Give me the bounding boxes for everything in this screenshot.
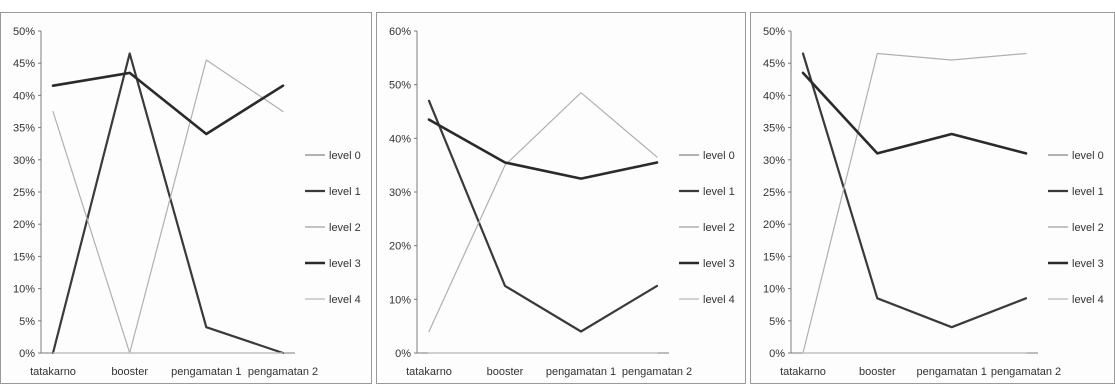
x-category-label: tatakarno: [780, 366, 826, 378]
legend-label: level 4: [329, 294, 361, 306]
y-tick-label: 15%: [13, 251, 35, 263]
series-line-level-3: [427, 118, 659, 180]
x-category-label: tatakarno: [30, 366, 76, 378]
legend-label: level 3: [1072, 258, 1104, 270]
series-line-level-1: [51, 52, 285, 355]
legend-label: level 0: [329, 150, 361, 162]
y-tick-label: 50%: [763, 26, 785, 38]
x-category-label: booster: [859, 366, 896, 378]
line-chart-3: 0% 5% 10% 15% 20% 25% 30% 35% 40% 45% 50% tatakarno…: [763, 26, 1104, 378]
chart-panel-3: 0% 5% 10% 15% 20% 25% 30% 35% 40% 45% 50% tatakarno…: [750, 12, 1115, 384]
legend-label: level 0: [1072, 150, 1104, 162]
series-line-level-3: [801, 71, 1028, 155]
series-line-level-2: [428, 92, 658, 333]
legend-label: level 1: [1072, 186, 1104, 198]
x-category-label: tatakarno: [406, 366, 452, 378]
y-tick-label: 45%: [13, 58, 35, 70]
y-tick-label: 10%: [13, 284, 35, 296]
legend-label: level 4: [703, 294, 735, 306]
y-tick-label: 35%: [763, 123, 785, 135]
y-tick-label: 0%: [19, 348, 35, 360]
y-tick-label: 20%: [763, 219, 785, 231]
x-category-label: pengamatan 2: [248, 366, 318, 378]
y-tick-label: 50%: [13, 26, 35, 38]
chart-panel-2: 0% 10% 20% 30% 40% 50% 60% tatakarno booster peng…: [376, 12, 746, 384]
y-tick-label: 15%: [763, 251, 785, 263]
line-chart-1: 0% 5% 10% 15% 20% 25% 30% 35% 40% 45% 50% tatakarno…: [13, 26, 361, 378]
legend-label: level 2: [1072, 222, 1104, 234]
series-line-level-2: [52, 59, 284, 354]
y-tick-label: 45%: [763, 58, 785, 70]
legend-label: level 4: [1072, 294, 1104, 306]
legend-label: level 3: [329, 258, 361, 270]
y-tick-label: 60%: [389, 26, 411, 38]
y-tick-label: 40%: [13, 90, 35, 102]
legend-label: level 2: [703, 222, 735, 234]
y-tick-label: 30%: [763, 155, 785, 167]
y-tick-label: 10%: [389, 294, 411, 306]
y-tick-label: 30%: [389, 187, 411, 199]
legend-label: level 1: [329, 186, 361, 198]
y-tick-label: 20%: [389, 241, 411, 253]
y-tick-label: 20%: [13, 219, 35, 231]
legend-label: level 2: [329, 222, 361, 234]
x-category-label: booster: [111, 366, 148, 378]
y-tick-label: 50%: [389, 80, 411, 92]
y-tick-label: 0%: [395, 348, 411, 360]
y-tick-label: 5%: [19, 316, 35, 328]
legend-label: level 0: [703, 150, 735, 162]
series-line-level-1: [801, 52, 1028, 329]
y-tick-label: 0%: [769, 348, 785, 360]
y-tick-label: 40%: [763, 90, 785, 102]
y-tick-label: 25%: [13, 187, 35, 199]
x-category-label: pengamatan 1: [171, 366, 241, 378]
y-tick-label: 10%: [763, 284, 785, 296]
legend-label: level 3: [703, 258, 735, 270]
x-category-label: pengamatan 1: [916, 366, 986, 378]
x-category-label: pengamatan 2: [622, 366, 692, 378]
x-category-label: pengamatan 2: [991, 366, 1061, 378]
chart-panel-1: 0% 5% 10% 15% 20% 25% 30% 35% 40% 45% 50% tatakarno…: [0, 12, 372, 384]
series-line-level-1: [427, 99, 659, 333]
x-category-label: booster: [487, 366, 524, 378]
line-chart-2: 0% 10% 20% 30% 40% 50% 60% tatakarno booster peng…: [389, 26, 735, 378]
y-tick-label: 5%: [769, 316, 785, 328]
series-line-level-3: [51, 71, 285, 136]
x-category-label: pengamatan 1: [546, 366, 616, 378]
series-line-level-2: [802, 52, 1027, 354]
y-tick-label: 40%: [389, 133, 411, 145]
y-tick-label: 25%: [763, 187, 785, 199]
legend-label: level 1: [703, 186, 735, 198]
y-tick-label: 35%: [13, 123, 35, 135]
y-tick-label: 30%: [13, 155, 35, 167]
